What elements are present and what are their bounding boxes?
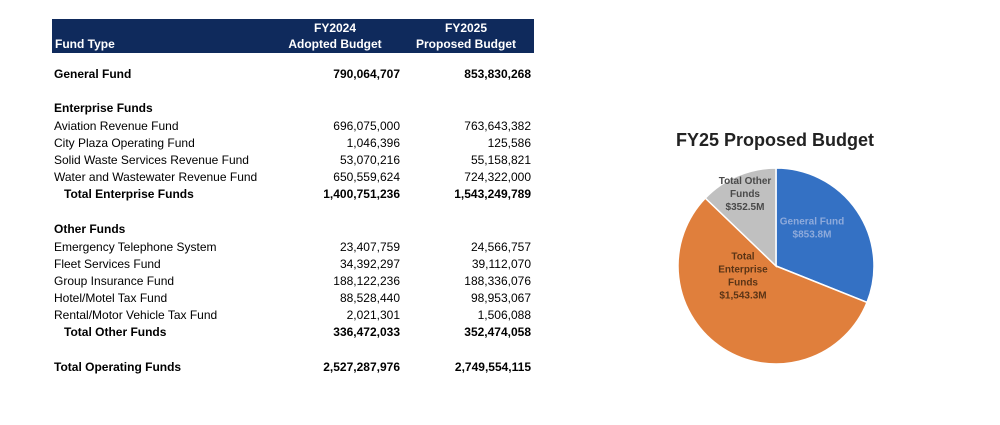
budget-table: Fund Type FY2024 Adopted Budget FY2025 P…	[52, 19, 534, 374]
table-row: Fleet Services Fund 34,392,297 39,112,07…	[54, 257, 531, 271]
table-row: Water and Wastewater Revenue Fund 650,55…	[54, 170, 531, 184]
pie-slice-general-fund	[775, 167, 875, 304]
table-row: Hotel/Motel Tax Fund 88,528,440 98,953,0…	[54, 291, 531, 305]
table-row: Aviation Revenue Fund 696,075,000 763,64…	[54, 119, 531, 133]
enterprise-heading: Enterprise Funds	[54, 101, 153, 115]
pie-slice-total-other-funds	[704, 167, 777, 268]
general-fund-row: General Fund 790,064,707 853,830,268	[54, 67, 531, 81]
table-row: City Plaza Operating Fund 1,046,396 125,…	[54, 136, 531, 150]
header-fy2024: FY2024 Adopted Budget	[288, 21, 382, 51]
enterprise-total-row: Total Enterprise Funds 1,400,751,236 1,5…	[64, 187, 531, 201]
table-row: Emergency Telephone System 23,407,759 24…	[54, 240, 531, 254]
slice-label: Total Enterprise Funds $1,543.3M	[718, 252, 768, 302]
header-fy2025: FY2025 Proposed Budget	[415, 21, 516, 51]
table-row: Rental/Motor Vehicle Tax Fund 2,021,301 …	[54, 308, 531, 322]
chart-title: FY25 Proposed Budget	[675, 130, 875, 150]
slice-label: General Fund $853.8M	[780, 217, 844, 241]
table-header: Fund Type FY2024 Adopted Budget FY2025 P…	[52, 19, 534, 53]
slice-label: Total Other Funds $352.5M	[719, 176, 772, 213]
other-heading: Other Funds	[54, 222, 126, 236]
header-fund-type: Fund Type	[55, 37, 115, 51]
grand-total-row: Total Operating Funds 2,527,287,976 2,74…	[54, 360, 531, 374]
table-row: Group Insurance Fund 188,122,236 188,336…	[54, 274, 531, 288]
other-total-row: Total Other Funds 336,472,033 352,474,05…	[64, 325, 531, 339]
table-row: Solid Waste Services Revenue Fund 53,070…	[54, 153, 531, 167]
pie-slice-total-enterprise-funds	[677, 197, 868, 365]
